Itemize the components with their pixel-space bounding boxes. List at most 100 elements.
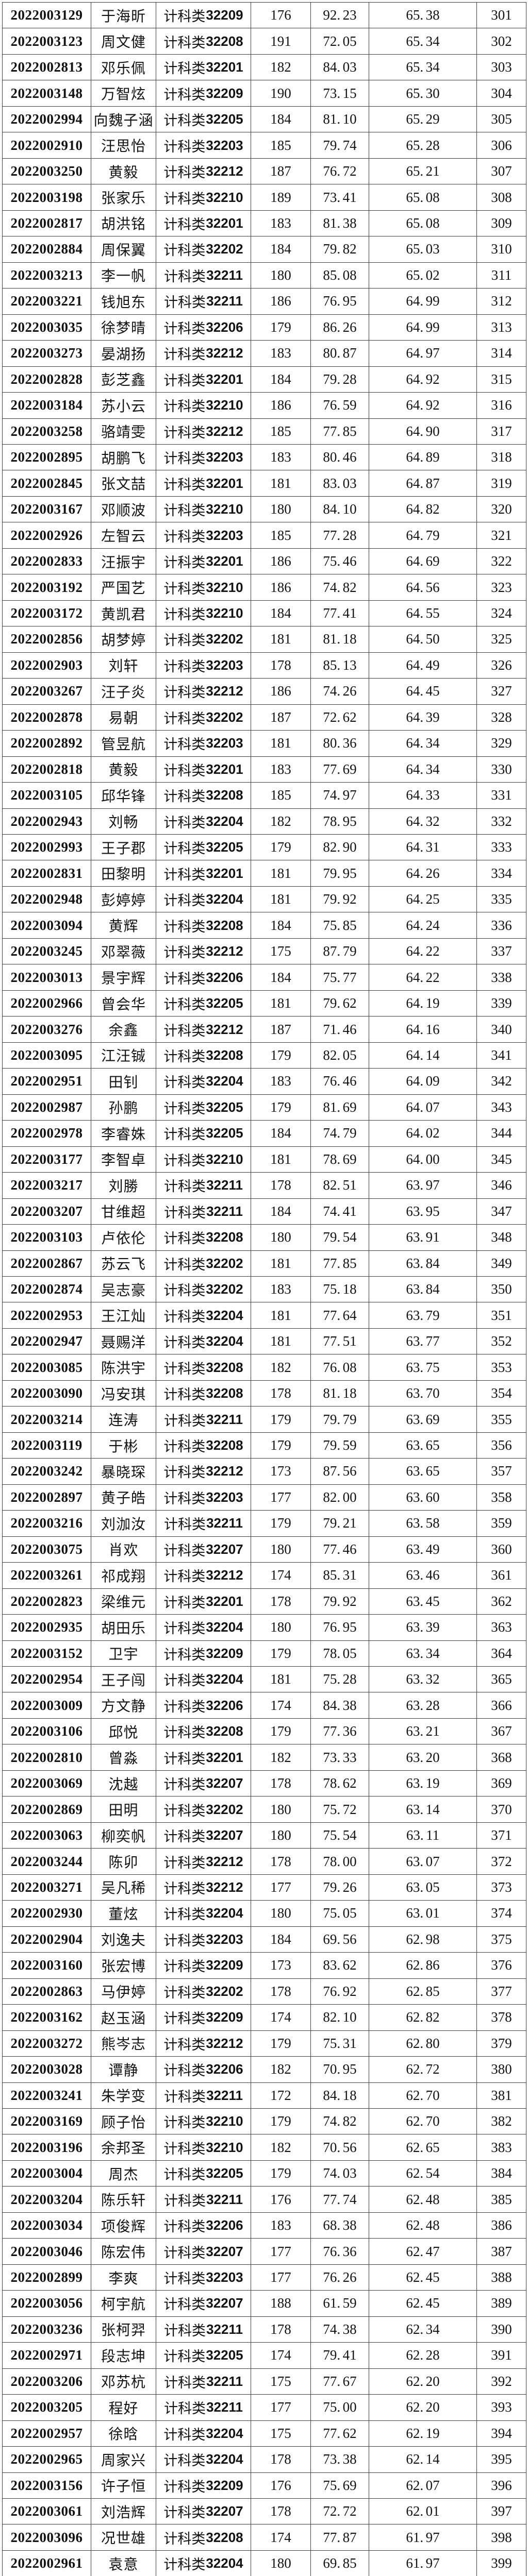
- cell-rank: 357: [477, 1459, 526, 1485]
- cell-name: 张家乐: [91, 184, 156, 211]
- cell-value1: 173: [251, 1459, 311, 1485]
- cell-score1: 86. 26: [311, 314, 369, 341]
- cell-score1: 70. 95: [311, 2057, 369, 2083]
- cell-value1: 174: [251, 2005, 311, 2031]
- cell-score2: 62. 47: [369, 2239, 477, 2265]
- cell-class: 计科类 32211: [156, 1511, 251, 1537]
- table-row: 2022002961 袁意 计科类 32204 180 69. 85 61. 97 399: [3, 2550, 526, 2576]
- cell-name: 管昱航: [91, 731, 156, 757]
- cell-score1: 75. 54: [311, 1822, 369, 1849]
- cell-score1: 78. 00: [311, 1849, 369, 1875]
- cell-rank: 325: [477, 626, 526, 653]
- cell-name: 卢依伦: [91, 1225, 156, 1251]
- cell-score1: 80. 46: [311, 444, 369, 471]
- cell-score2: 62. 45: [369, 2264, 477, 2291]
- cell-class: 计科类 32205: [156, 1121, 251, 1147]
- cell-score1: 77. 85: [311, 418, 369, 445]
- cell-name: 严国艺: [91, 574, 156, 601]
- table-row: 2022002957 徐晗 计科类 32204 175 77. 62 62. 19 394: [3, 2420, 526, 2447]
- table-row: 2022003271 吴凡稀 计科类 32212 177 79. 26 63. 05 373: [3, 1874, 526, 1901]
- cell-value1: 179: [251, 1406, 311, 1433]
- cell-name: 余鑫: [91, 1016, 156, 1043]
- cell-score1: 76. 59: [311, 393, 369, 419]
- cell-score1: 84. 10: [311, 496, 369, 523]
- cell-name: 汪振宇: [91, 548, 156, 575]
- cell-student-id: 2022003119: [3, 1432, 91, 1459]
- cell-student-id: 2022002993: [3, 835, 91, 861]
- cell-name: 周保翼: [91, 236, 156, 263]
- cell-name: 陈洪宇: [91, 1354, 156, 1381]
- cell-student-id: 2022003245: [3, 938, 91, 965]
- cell-student-id: 2022002904: [3, 1926, 91, 1953]
- cell-score2: 64. 99: [369, 314, 477, 341]
- cell-rank: 317: [477, 418, 526, 445]
- cell-value1: 182: [251, 2057, 311, 2083]
- cell-rank: 343: [477, 1094, 526, 1121]
- table-row: 2022003213 李一帆 计科类 32211 180 85. 08 65. 02 311: [3, 262, 526, 289]
- cell-class: 计科类 32201: [156, 1744, 251, 1771]
- cell-score1: 78. 69: [311, 1146, 369, 1173]
- table-row: 2022002892 管昱航 计科类 32203 181 80. 36 64. 34 329: [3, 731, 526, 757]
- cell-score2: 65. 34: [369, 54, 477, 81]
- cell-rank: 356: [477, 1432, 526, 1459]
- cell-score1: 75. 46: [311, 548, 369, 575]
- cell-student-id: 2022003085: [3, 1354, 91, 1381]
- cell-score1: 87. 56: [311, 1459, 369, 1485]
- cell-value1: 175: [251, 2420, 311, 2447]
- cell-score1: 74. 38: [311, 2316, 369, 2343]
- cell-class: 计科类 32204: [156, 808, 251, 835]
- cell-score2: 65. 08: [369, 184, 477, 211]
- cell-score1: 78. 62: [311, 1770, 369, 1797]
- cell-rank: 384: [477, 2160, 526, 2187]
- table-row: 2022002910 汪思怡 计科类 32203 185 79. 74 65. 28 306: [3, 132, 526, 159]
- cell-score2: 63. 11: [369, 1822, 477, 1849]
- cell-score2: 62. 48: [369, 2187, 477, 2213]
- table-row: 2022003177 李智卓 计科类 32210 181 78. 69 64. 00 345: [3, 1146, 526, 1173]
- cell-rank: 369: [477, 1770, 526, 1797]
- table-row: 2022003198 张家乐 计科类 32210 189 73. 41 65. 08 308: [3, 184, 526, 211]
- table-row: 2022002823 梁维元 计科类 32201 178 79. 92 63. 45 362: [3, 1588, 526, 1615]
- table-body: 2022003129 于海昕 计科类 32209 176 92. 23 65. 38 301 2…: [3, 3, 526, 2576]
- cell-value1: 183: [251, 210, 311, 237]
- cell-value1: 182: [251, 2134, 311, 2161]
- cell-rank: 314: [477, 341, 526, 367]
- cell-score2: 64. 87: [369, 470, 477, 497]
- cell-score2: 63. 20: [369, 1744, 477, 1771]
- table-row: 2022003206 邓苏杭 计科类 32211 175 77. 67 62. 20 392: [3, 2368, 526, 2395]
- cell-name: 曾淼: [91, 1744, 156, 1771]
- cell-rank: 354: [477, 1380, 526, 1407]
- cell-score1: 79. 41: [311, 2343, 369, 2369]
- cell-class: 计科类 32212: [156, 1459, 251, 1485]
- cell-rank: 339: [477, 990, 526, 1017]
- cell-value1: 180: [251, 262, 311, 289]
- cell-score1: 76. 26: [311, 2264, 369, 2291]
- cell-rank: 375: [477, 1926, 526, 1953]
- cell-value1: 190: [251, 80, 311, 107]
- cell-name: 朱学变: [91, 2082, 156, 2109]
- cell-value1: 185: [251, 418, 311, 445]
- cell-class: 计科类 32207: [156, 1536, 251, 1563]
- cell-score2: 64. 16: [369, 1016, 477, 1043]
- cell-value1: 179: [251, 1640, 311, 1667]
- cell-value1: 173: [251, 1953, 311, 1979]
- cell-score1: 85. 13: [311, 652, 369, 679]
- cell-class: 计科类 32203: [156, 132, 251, 159]
- cell-class: 计科类 32201: [156, 54, 251, 81]
- cell-student-id: 2022002930: [3, 1901, 91, 1927]
- cell-class: 计科类 32212: [156, 158, 251, 185]
- cell-class: 计科类 32209: [156, 3, 251, 29]
- cell-rank: 374: [477, 1901, 526, 1927]
- cell-student-id: 2022003123: [3, 28, 91, 55]
- cell-value1: 188: [251, 2291, 311, 2317]
- table-row: 2022003258 骆靖雯 计科类 32212 185 77. 85 64. 90 317: [3, 418, 526, 445]
- cell-score1: 79. 74: [311, 132, 369, 159]
- cell-rank: 324: [477, 600, 526, 627]
- cell-score2: 64. 31: [369, 835, 477, 861]
- cell-rank: 328: [477, 704, 526, 731]
- table-row: 2022003094 黄辉 计科类 32208 184 75. 85 64. 24 336: [3, 912, 526, 939]
- table-row: 2022002971 段志坤 计科类 32205 174 79. 41 62. 28 391: [3, 2343, 526, 2369]
- cell-class: 计科类 32212: [156, 1874, 251, 1901]
- cell-value1: 186: [251, 393, 311, 419]
- cell-value1: 178: [251, 1588, 311, 1615]
- cell-score1: 78. 05: [311, 1640, 369, 1667]
